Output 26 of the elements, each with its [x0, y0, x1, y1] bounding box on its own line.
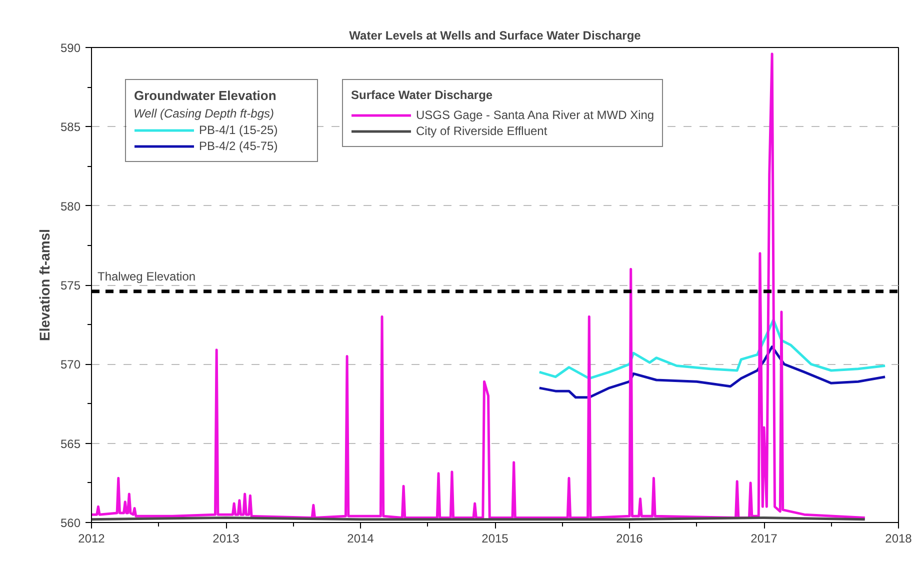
x-tick-label: 2015	[482, 532, 509, 546]
ref-line-label: Thalweg Elevation	[98, 269, 196, 284]
line-series	[538, 346, 886, 399]
y-tick-label: 585	[60, 120, 81, 134]
legend-label: PB-4/2 (45-75)	[199, 139, 279, 153]
y-tick-label: 575	[60, 278, 81, 292]
x-tick-label: 2012	[78, 532, 106, 546]
y-tick-label: 570	[60, 358, 81, 372]
annotation: Well (Casing Depth ft-bgs)	[134, 106, 274, 120]
legend-label: PB-4/1 (15-25)	[199, 123, 279, 137]
x-tick-label: 2018	[885, 532, 912, 546]
y-tick-label: 560	[60, 516, 81, 530]
y-tick-label: 565	[60, 436, 81, 451]
x-tick-label: 2013	[212, 532, 240, 546]
legend-label: City of Riverside Effluent	[416, 124, 548, 138]
line-series	[92, 52, 866, 519]
x-tick-label: 2017	[750, 532, 778, 546]
y-tick-label: 580	[60, 199, 81, 214]
x-tick-label: 2014	[347, 532, 374, 546]
legend-label: USGS Gage - Santa Ana River at MWD Xing	[416, 108, 654, 122]
annotation: Surface Water Discharge	[351, 88, 494, 102]
y-axis-title: Elevation ft-amsl	[36, 228, 52, 342]
x-tick-label: 2016	[616, 532, 644, 546]
chart-title: Water Levels at Wells and Surface Water Discharge	[349, 28, 642, 42]
annotation: Groundwater Elevation	[134, 88, 278, 103]
y-tick-label: 590	[60, 41, 81, 55]
